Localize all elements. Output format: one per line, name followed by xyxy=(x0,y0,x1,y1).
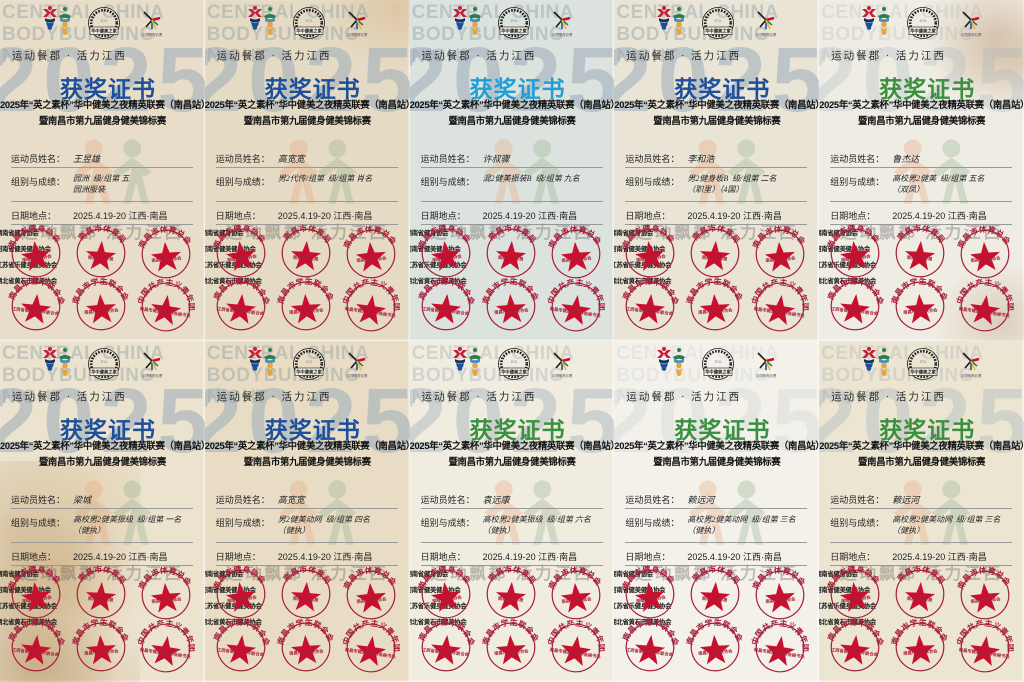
svg-text:中国体育彩票: 中国体育彩票 xyxy=(756,32,777,37)
svg-text:中国体育彩票: 中国体育彩票 xyxy=(142,32,163,37)
svg-text:华中健美之家: 华中健美之家 xyxy=(910,28,936,35)
svg-text:BTA: BTA xyxy=(101,19,108,23)
svg-text:华中健美之家: 华中健美之家 xyxy=(91,28,117,35)
svg-text:中国体育彩票: 中国体育彩票 xyxy=(552,32,573,37)
svg-text:华中健美之家: 华中健美之家 xyxy=(296,369,322,376)
svg-text:BTA: BTA xyxy=(305,19,312,23)
svg-text:BTA: BTA xyxy=(920,19,927,23)
svg-text:华中健美之家: 华中健美之家 xyxy=(501,369,527,376)
svg-text:中国体育彩票: 中国体育彩票 xyxy=(961,32,982,37)
svg-text:BTA: BTA xyxy=(715,19,722,23)
svg-text:中国体育彩票: 中国体育彩票 xyxy=(552,373,573,378)
svg-text:华中健美之家: 华中健美之家 xyxy=(501,28,527,35)
svg-text:BTA: BTA xyxy=(510,19,517,23)
svg-text:BTA: BTA xyxy=(305,360,312,364)
svg-text:中国体育彩票: 中国体育彩票 xyxy=(347,373,368,378)
svg-text:华中健美之家: 华中健美之家 xyxy=(706,369,732,376)
svg-text:华中健美之家: 华中健美之家 xyxy=(910,369,936,376)
svg-text:BTA: BTA xyxy=(510,360,517,364)
svg-text:华中健美之家: 华中健美之家 xyxy=(91,369,117,376)
svg-text:华中健美之家: 华中健美之家 xyxy=(706,28,732,35)
svg-text:中国体育彩票: 中国体育彩票 xyxy=(347,32,368,37)
svg-text:中国体育彩票: 中国体育彩票 xyxy=(961,373,982,378)
svg-text:BTA: BTA xyxy=(715,360,722,364)
svg-text:BTA: BTA xyxy=(920,360,927,364)
svg-text:中国体育彩票: 中国体育彩票 xyxy=(756,373,777,378)
svg-text:华中健美之家: 华中健美之家 xyxy=(296,28,322,35)
svg-text:中国体育彩票: 中国体育彩票 xyxy=(142,373,163,378)
svg-text:BTA: BTA xyxy=(101,360,108,364)
